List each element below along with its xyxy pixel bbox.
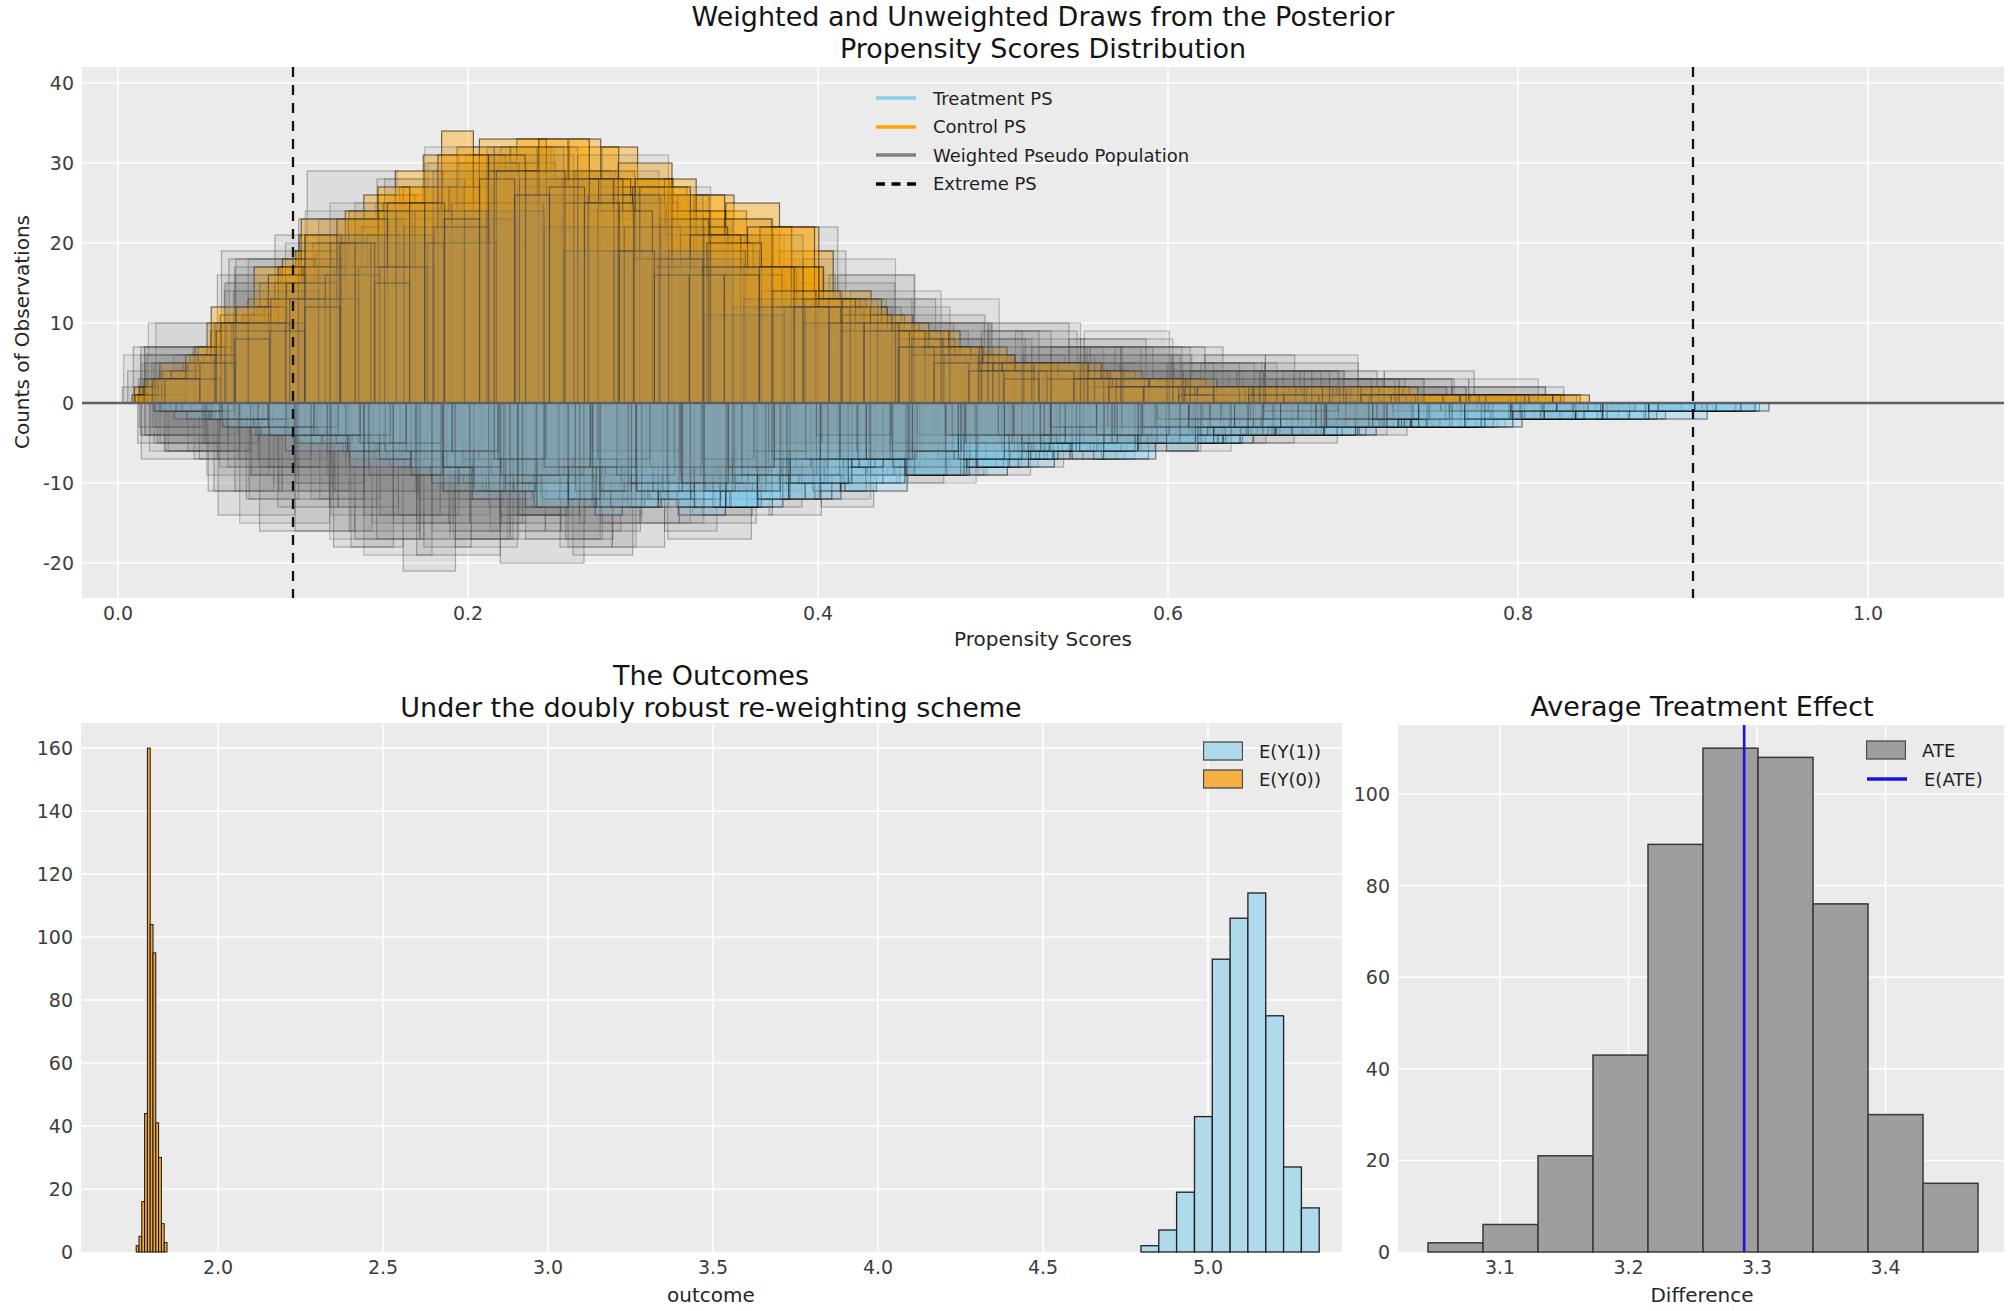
outcomes-x-tick-label: 4.5 — [1028, 1256, 1058, 1278]
outcomes-y-tick-label: 40 — [49, 1115, 73, 1137]
ate-x-tick-label: 3.1 — [1485, 1256, 1515, 1278]
ate-y-tick-label: 40 — [1366, 1058, 1390, 1080]
outcomes-legend-item-0-label: E(Y(1)) — [1259, 741, 1321, 762]
top-y-tick-label: 0 — [62, 392, 74, 414]
top-y-tick-label: 40 — [50, 72, 74, 94]
ate-legend-item-1-label: E(ATE) — [1924, 769, 1983, 790]
top-legend-item-0-label: Treatment PS — [933, 88, 1053, 109]
outcomes-y-tick-label: 140 — [37, 800, 73, 822]
ate-y-tick-label: 60 — [1366, 966, 1390, 988]
outcomes-x-tick-label: 2.5 — [368, 1256, 398, 1278]
legend-line-swatch — [1866, 768, 1908, 790]
top-x-tick-label: 0.2 — [453, 602, 483, 624]
ate-legend-item-0: ATE — [1866, 739, 1955, 761]
charts-canvas — [0, 0, 2011, 1311]
outcomes-x-tick-label: 4.0 — [863, 1256, 893, 1278]
top-legend-item-0: Treatment PS — [875, 87, 1053, 109]
ate-legend-item-1: E(ATE) — [1866, 768, 1983, 790]
outcomes-chart-title-line2: Under the doubly robust re-weighting sch… — [400, 692, 1021, 724]
top-chart-title-line2: Propensity Scores Distribution — [692, 33, 1395, 65]
outcomes-y-tick-label: 100 — [37, 926, 73, 948]
top-x-tick-label: 0.4 — [803, 602, 833, 624]
outcomes-x-tick-label: 3.5 — [698, 1256, 728, 1278]
top-legend-item-3-label: Extreme PS — [933, 173, 1037, 194]
top-chart-title: Weighted and Unweighted Draws from the P… — [692, 1, 1395, 65]
legend-line-swatch — [875, 87, 917, 109]
ate-x-tick-label: 3.3 — [1742, 1256, 1772, 1278]
top-legend-item-1: Control PS — [875, 116, 1026, 138]
legend-patch-swatch — [1203, 740, 1243, 762]
outcomes-x-tick-label: 3.0 — [533, 1256, 563, 1278]
top-y-tick-label: 10 — [50, 312, 74, 334]
outcomes-x-tick-label: 2.0 — [203, 1256, 233, 1278]
outcomes-legend-item-1: E(Y(0)) — [1203, 768, 1321, 790]
top-legend-item-2: Weighted Pseudo Population — [875, 144, 1189, 166]
top-y-tick-label: -10 — [43, 472, 74, 494]
top-y-tick-label: 30 — [50, 152, 74, 174]
outcomes-chart-title-line1: The Outcomes — [400, 660, 1021, 692]
top-chart-xlabel: Propensity Scores — [954, 627, 1132, 651]
top-chart-ylabel: Counts of Observations — [10, 215, 34, 449]
top-legend-item-1-label: Control PS — [933, 116, 1026, 137]
outcomes-y-tick-label: 60 — [49, 1052, 73, 1074]
ate-legend-item-0-label: ATE — [1922, 740, 1955, 761]
top-legend-item-2-label: Weighted Pseudo Population — [933, 145, 1189, 166]
top-x-tick-label: 0.6 — [1153, 602, 1183, 624]
ate-y-tick-label: 100 — [1354, 783, 1390, 805]
ate-chart-title: Average Treatment Effect — [1530, 691, 1873, 723]
ate-y-tick-label: 0 — [1378, 1241, 1390, 1263]
top-x-tick-label: 0.0 — [103, 602, 133, 624]
figure: Weighted and Unweighted Draws from the P… — [0, 0, 2011, 1311]
ate-x-tick-label: 3.2 — [1613, 1256, 1643, 1278]
ate-chart-xlabel: Difference — [1650, 1283, 1753, 1307]
top-chart-title-line1: Weighted and Unweighted Draws from the P… — [692, 1, 1395, 33]
legend-line-swatch — [875, 116, 917, 138]
outcomes-chart-title: The Outcomes Under the doubly robust re-… — [400, 660, 1021, 724]
legend-line-swatch — [875, 144, 917, 166]
outcomes-y-tick-label: 20 — [49, 1178, 73, 1200]
legend-patch-swatch — [1203, 768, 1243, 790]
outcomes-y-tick-label: 0 — [61, 1241, 73, 1263]
ate-y-tick-label: 80 — [1366, 875, 1390, 897]
outcomes-y-tick-label: 80 — [49, 989, 73, 1011]
outcomes-plot-area — [81, 723, 1342, 1252]
outcomes-y-tick-label: 160 — [37, 737, 73, 759]
ate-x-tick-label: 3.4 — [1870, 1256, 1900, 1278]
top-x-tick-label: 0.8 — [1503, 602, 1533, 624]
outcomes-chart-xlabel: outcome — [667, 1283, 755, 1307]
legend-line-swatch — [875, 173, 917, 195]
outcomes-legend-item-0: E(Y(1)) — [1203, 740, 1321, 762]
top-legend-item-3: Extreme PS — [875, 173, 1037, 195]
legend-patch-swatch — [1866, 739, 1906, 761]
top-y-tick-label: -20 — [43, 552, 74, 574]
outcomes-legend-item-1-label: E(Y(0)) — [1259, 769, 1321, 790]
outcomes-x-tick-label: 5.0 — [1193, 1256, 1223, 1278]
outcomes-y-tick-label: 120 — [37, 863, 73, 885]
top-y-tick-label: 20 — [50, 232, 74, 254]
top-x-tick-label: 1.0 — [1853, 602, 1883, 624]
ate-y-tick-label: 20 — [1366, 1149, 1390, 1171]
